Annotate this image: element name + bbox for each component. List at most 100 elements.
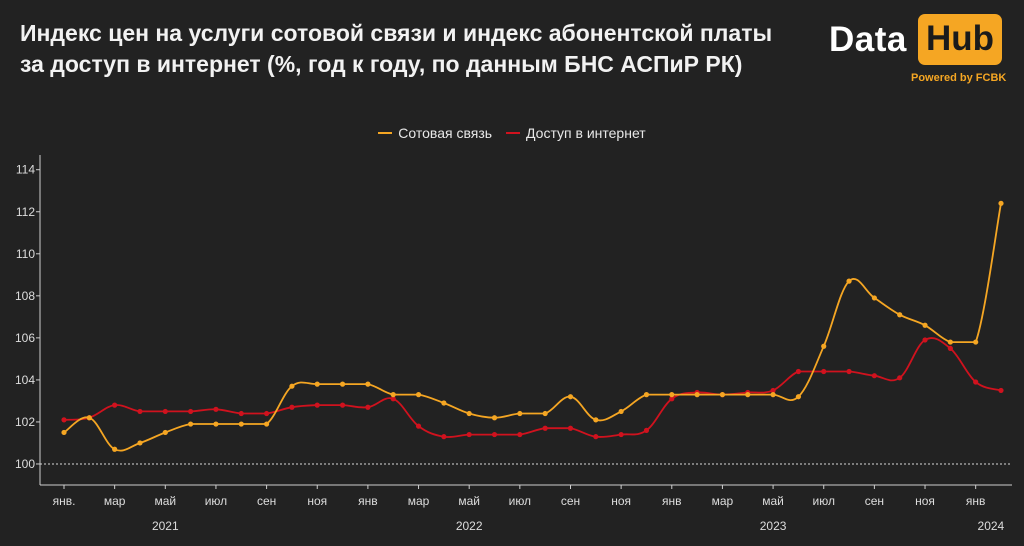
data-point-cellular[interactable] [314, 381, 320, 387]
data-point-internet[interactable] [263, 410, 270, 417]
data-point-cellular[interactable] [137, 440, 143, 446]
data-point-cellular[interactable] [162, 429, 168, 436]
data-point-cellular[interactable] [618, 408, 624, 415]
data-point-internet[interactable] [162, 408, 168, 415]
data-point-internet[interactable] [669, 396, 675, 402]
x-tick-label: мар [712, 494, 734, 508]
data-point-internet[interactable] [897, 375, 903, 381]
data-point-cellular[interactable] [365, 381, 371, 387]
data-point-cellular[interactable] [238, 421, 244, 427]
data-point-cellular[interactable] [188, 421, 194, 427]
data-point-internet[interactable] [466, 431, 472, 438]
data-point-cellular[interactable] [897, 312, 903, 318]
data-point-cellular[interactable] [694, 392, 700, 398]
x-tick-label: янв [358, 494, 378, 508]
y-tick-label: 110 [16, 247, 35, 261]
data-point-cellular[interactable] [542, 410, 548, 417]
data-point-cellular[interactable] [263, 421, 270, 427]
data-point-cellular[interactable] [998, 200, 1004, 206]
legend-label-internet: Доступ в интернет [526, 125, 646, 141]
data-point-cellular[interactable] [846, 278, 852, 284]
data-point-cellular[interactable] [871, 295, 877, 301]
data-point-cellular[interactable] [466, 410, 472, 417]
data-point-internet[interactable] [289, 404, 295, 410]
data-point-cellular[interactable] [922, 322, 928, 328]
data-point-internet[interactable] [491, 431, 498, 438]
data-point-internet[interactable] [947, 345, 953, 351]
data-point-cellular[interactable] [973, 339, 979, 345]
data-point-internet[interactable] [112, 402, 118, 408]
data-point-internet[interactable] [415, 423, 422, 429]
data-point-internet[interactable] [922, 337, 928, 343]
data-point-cellular[interactable] [593, 417, 599, 423]
data-point-internet[interactable] [188, 408, 194, 415]
data-point-internet[interactable] [846, 368, 852, 375]
data-point-cellular[interactable] [643, 392, 650, 398]
data-point-cellular[interactable] [415, 392, 422, 398]
data-point-internet[interactable] [770, 387, 776, 394]
data-point-cellular[interactable] [61, 429, 67, 436]
data-point-cellular[interactable] [795, 394, 802, 400]
data-point-internet[interactable] [314, 402, 320, 408]
data-point-cellular[interactable] [441, 400, 447, 406]
y-tick-label: 102 [15, 415, 35, 429]
x-tick-label: май [762, 494, 784, 508]
x-tick-label: июл [813, 494, 835, 508]
data-point-cellular[interactable] [289, 383, 295, 389]
data-point-internet[interactable] [238, 410, 244, 417]
data-point-cellular[interactable] [669, 392, 675, 398]
x-tick-label: май [154, 494, 176, 508]
data-point-cellular[interactable] [745, 392, 751, 398]
data-point-cellular[interactable] [339, 381, 346, 387]
x-tick-label: ноя [611, 494, 631, 508]
data-point-cellular[interactable] [719, 392, 726, 398]
data-point-cellular[interactable] [390, 392, 396, 398]
data-point-internet[interactable] [365, 404, 371, 410]
year-label: 2023 [760, 519, 787, 533]
data-point-cellular[interactable] [491, 415, 498, 421]
data-point-internet[interactable] [871, 373, 877, 379]
x-tick-label: ноя [307, 494, 327, 508]
data-point-internet[interactable] [821, 368, 827, 375]
data-point-cellular[interactable] [112, 446, 118, 452]
data-point-cellular[interactable] [517, 410, 523, 417]
chart-series [61, 200, 1004, 452]
data-point-internet[interactable] [61, 417, 67, 423]
title-line-2: за доступ в интернет (%, год к году, по … [20, 51, 743, 77]
data-point-internet[interactable] [390, 396, 396, 402]
data-point-cellular[interactable] [821, 343, 827, 349]
x-tick-label: май [458, 494, 480, 508]
y-tick-label: 112 [16, 205, 35, 219]
data-point-internet[interactable] [973, 379, 979, 385]
chart-legend: Сотовая связь Доступ в интернет [0, 125, 1024, 141]
logo-powered-by: Powered by FCBK [911, 72, 1007, 84]
legend-swatch-internet [506, 132, 521, 134]
data-point-internet[interactable] [643, 427, 650, 433]
legend-item-cellular[interactable]: Сотовая связь [378, 125, 492, 141]
data-point-cellular[interactable] [213, 421, 219, 427]
y-tick-label: 114 [16, 163, 35, 177]
x-tick-label: мар [104, 494, 126, 508]
data-point-internet[interactable] [998, 387, 1004, 394]
data-point-internet[interactable] [213, 406, 219, 412]
x-tick-label: сен [865, 494, 884, 508]
data-point-cellular[interactable] [567, 394, 574, 400]
data-point-cellular[interactable] [86, 415, 92, 421]
data-point-internet[interactable] [542, 425, 548, 431]
data-point-internet[interactable] [593, 434, 599, 440]
year-label: 2021 [152, 519, 179, 533]
data-point-internet[interactable] [339, 402, 346, 408]
chart-axes: 100 102 104 106 108 110 112 114 янв. мар май июл сен… [15, 155, 1012, 533]
data-point-cellular[interactable] [947, 339, 953, 345]
datahub-logo: Data Hub Powered by FCBK [829, 14, 1009, 88]
data-point-internet[interactable] [137, 408, 143, 415]
data-point-internet[interactable] [441, 434, 447, 440]
data-point-internet[interactable] [795, 368, 802, 375]
data-point-internet[interactable] [618, 431, 624, 438]
legend-item-internet[interactable]: Доступ в интернет [506, 125, 646, 141]
data-point-internet[interactable] [567, 425, 574, 431]
data-point-cellular[interactable] [770, 392, 776, 398]
data-point-internet[interactable] [517, 431, 523, 438]
x-tick-label: сен [561, 494, 580, 508]
